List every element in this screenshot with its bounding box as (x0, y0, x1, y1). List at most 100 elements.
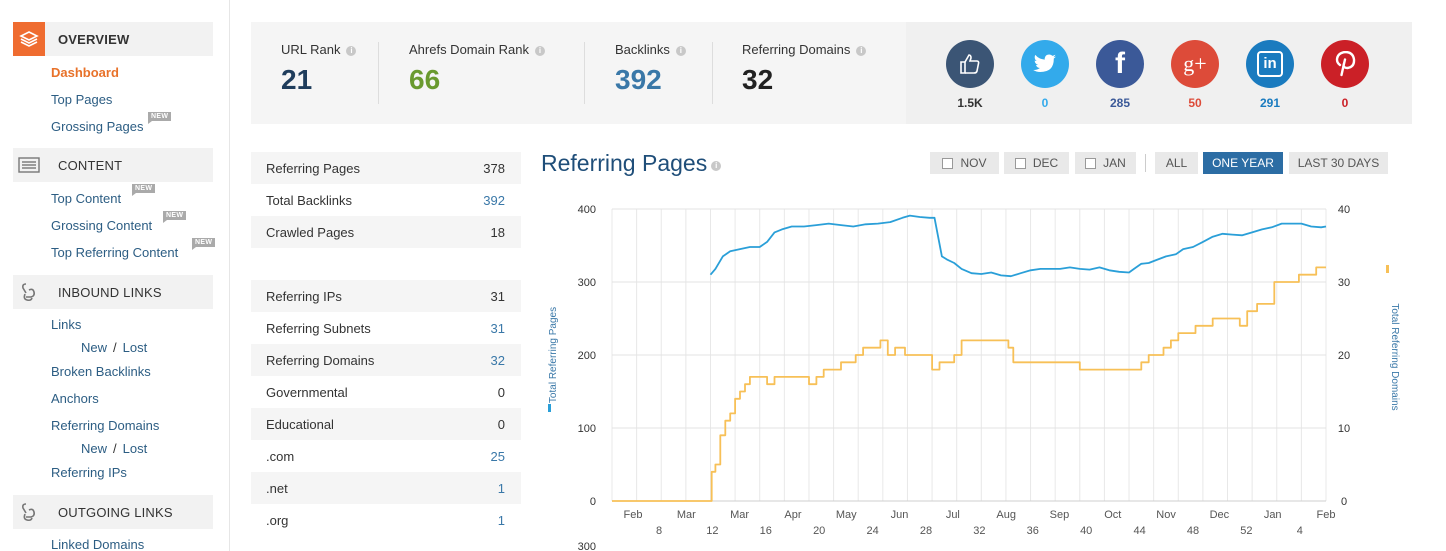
info-icon[interactable]: i (711, 161, 722, 171)
range-dec-checkbox[interactable]: DEC (1004, 152, 1069, 174)
range-nov-checkbox[interactable]: NOV (930, 152, 999, 174)
y-left-tick-label: 300 (578, 277, 596, 289)
nav-dashboard[interactable]: Dashboard (51, 65, 119, 80)
social-google-plus[interactable]: g+ 50 (1171, 40, 1219, 110)
sidebar: OVERVIEW Dashboard Top Pages Grossing Pa… (0, 0, 230, 551)
stats-row: Total Backlinks 392 (251, 184, 521, 216)
legend-marker-pages (548, 404, 551, 412)
x-month-label: Oct (1104, 509, 1121, 521)
section-overview[interactable]: OVERVIEW (13, 22, 213, 56)
section-outgoing-links[interactable]: OUTGOING LINKS (13, 495, 213, 529)
range-all-button[interactable]: ALL (1155, 152, 1198, 174)
y-right-tick-label: 20 (1338, 350, 1350, 362)
x-month-label: Jul (946, 509, 960, 521)
stats-label: Educational (266, 416, 334, 432)
social-twitter[interactable]: 0 (1021, 40, 1069, 110)
range-one-year-button[interactable]: ONE YEAR (1203, 152, 1283, 174)
social-facebook-likes[interactable]: 1.5K (946, 40, 994, 110)
social-linkedin[interactable]: in 291 (1246, 40, 1294, 110)
metric-label: URL Rank (281, 42, 341, 57)
y-left-axis-title: Total Referring Pages (548, 307, 559, 403)
x-week-label: 12 (706, 525, 718, 537)
chart-title: Referring Pages i (541, 150, 722, 177)
x-week-label: 36 (1027, 525, 1039, 537)
nav-broken-backlinks[interactable]: Broken Backlinks (51, 364, 151, 379)
social-count: 0 (1041, 96, 1049, 110)
section-inbound-links[interactable]: INBOUND LINKS (13, 275, 213, 309)
range-last-30-days-button[interactable]: LAST 30 DAYS (1289, 152, 1388, 174)
link-icon (13, 495, 45, 529)
stats-value[interactable]: 32 (490, 352, 505, 368)
x-week-label: 16 (760, 525, 772, 537)
section-content[interactable]: CONTENT (13, 148, 213, 182)
new-badge: NEW (192, 238, 216, 250)
social-count: 285 (1109, 96, 1131, 110)
nav-grossing-content[interactable]: Grossing Content (51, 218, 153, 233)
section-content-title: CONTENT (58, 157, 123, 173)
nav-links[interactable]: Links (51, 317, 82, 332)
linkedin-circle: in (1246, 40, 1294, 88)
stats-spacer-row (251, 248, 521, 280)
range-label: ONE YEAR (1212, 156, 1274, 170)
x-week-label: 8 (656, 525, 662, 537)
facebook-icon: f (1096, 40, 1144, 88)
separator: / (113, 441, 117, 456)
stats-row: .org 1 (251, 504, 521, 536)
x-month-label: Apr (784, 509, 801, 521)
x-month-label: Jan (1264, 509, 1282, 521)
x-month-label: Aug (996, 509, 1016, 521)
y-left-tick-label: 0 (590, 496, 596, 508)
range-label: ALL (1165, 156, 1188, 170)
nav-grossing-pages[interactable]: Grossing Pages (51, 119, 144, 134)
nav-top-referring-content[interactable]: Top Referring Content (51, 245, 179, 260)
nav-links-new[interactable]: New (81, 340, 108, 355)
stats-label: .com (266, 448, 295, 464)
link-icon (13, 275, 45, 309)
info-icon[interactable]: i (856, 46, 867, 56)
metric-value: 21 (281, 64, 313, 95)
stats-row: .com 25 (251, 440, 521, 472)
new-badge: NEW (132, 184, 156, 196)
stats-label: Governmental (266, 384, 348, 400)
info-icon[interactable]: i (534, 46, 545, 56)
y-right-tick-label: 0 (1341, 496, 1347, 508)
divider (712, 42, 713, 104)
stats-row: .net 1 (251, 472, 521, 504)
stats-value: 378 (483, 160, 505, 176)
links-new-lost: New / Lost (81, 340, 147, 355)
nav-referring-domains[interactable]: Referring Domains (51, 418, 160, 433)
stats-value[interactable]: 1 (497, 480, 505, 496)
nav-top-pages[interactable]: Top Pages (51, 92, 113, 107)
info-icon[interactable]: i (675, 46, 686, 56)
nav-top-content[interactable]: Top Content (51, 191, 122, 206)
stats-value[interactable]: 1 (497, 512, 505, 528)
x-month-label: Feb (1317, 509, 1336, 521)
range-jan-checkbox[interactable]: JAN (1075, 152, 1136, 174)
checkbox-icon (942, 157, 954, 169)
nav-anchors[interactable]: Anchors (51, 391, 99, 406)
nav-domains-lost[interactable]: Lost (122, 441, 148, 456)
nav-linked-domains[interactable]: Linked Domains (51, 537, 145, 551)
social-count: 0 (1341, 96, 1349, 110)
stats-value[interactable]: 25 (490, 448, 505, 464)
social-facebook[interactable]: f 285 (1096, 40, 1144, 110)
y-left-tick-label: 200 (578, 350, 596, 362)
x-week-label: 32 (973, 525, 985, 537)
info-icon[interactable]: i (346, 46, 357, 56)
stats-value[interactable]: 392 (483, 192, 505, 208)
x-week-label: 52 (1240, 525, 1252, 537)
range-label: DEC (1032, 156, 1059, 170)
checkbox-icon (1014, 157, 1026, 169)
content-list-icon (13, 148, 45, 182)
nav-domains-new[interactable]: New (81, 441, 108, 456)
nav-links-lost[interactable]: Lost (122, 340, 148, 355)
nav-referring-ips[interactable]: Referring IPs (51, 465, 127, 480)
stats-value[interactable]: 31 (490, 320, 505, 336)
social-pinterest[interactable]: 0 (1321, 40, 1369, 110)
pinterest-circle (1321, 40, 1369, 88)
divider (1145, 154, 1146, 172)
x-week-label: 20 (813, 525, 825, 537)
x-week-label: 28 (920, 525, 932, 537)
stats-row: Referring Domains 32 (251, 344, 521, 376)
chart-title-text: Referring Pages (541, 150, 708, 176)
